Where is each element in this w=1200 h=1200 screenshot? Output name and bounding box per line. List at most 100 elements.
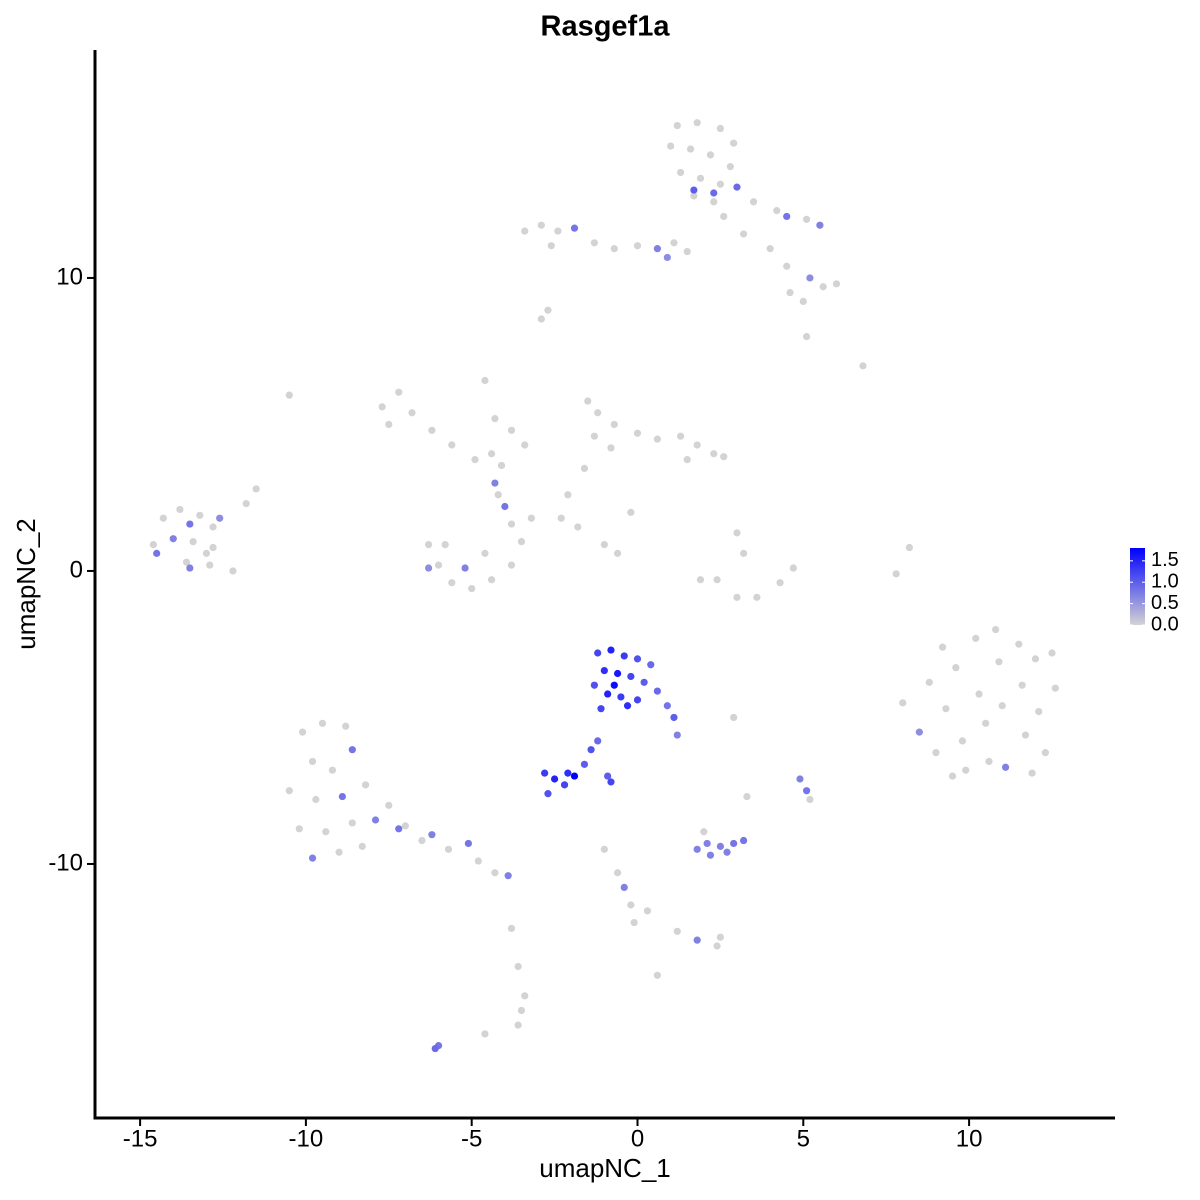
cell-point: [544, 306, 552, 314]
cell-point: [385, 420, 393, 429]
cell-point: [209, 523, 217, 531]
x-tick-label: 0: [631, 1125, 644, 1152]
cell-point: [514, 962, 522, 971]
cell-point: [607, 444, 615, 452]
cell-point: [693, 119, 701, 127]
cell-point: [428, 426, 436, 434]
cell-point: [590, 432, 598, 440]
cell-point: [610, 420, 618, 429]
cell-point: [716, 933, 724, 941]
cell-point: [308, 757, 317, 766]
cell-point: [710, 450, 718, 458]
cell-point: [653, 971, 661, 979]
cell-point: [1001, 763, 1010, 771]
cell-point: [667, 142, 675, 150]
cell-point: [547, 242, 555, 250]
cell-point: [733, 529, 741, 537]
cell-point: [285, 787, 293, 795]
cell-point: [481, 376, 489, 385]
cell-point: [507, 924, 516, 933]
cell-point: [773, 206, 781, 215]
cell-point: [252, 485, 260, 493]
cell-point: [730, 139, 738, 147]
y-tick-label: -10: [48, 849, 83, 876]
cell-point: [1031, 655, 1040, 663]
colorbar: [1130, 548, 1145, 625]
cell-point: [428, 831, 436, 839]
cell-point: [673, 731, 681, 739]
cell-point: [418, 836, 426, 845]
cell-point: [716, 842, 724, 850]
cell-point: [630, 918, 638, 927]
cell-point: [938, 643, 947, 651]
cell-point: [594, 737, 602, 745]
cell-point: [570, 224, 579, 232]
cell-point: [663, 702, 671, 710]
cell-point: [720, 453, 728, 461]
cell-point: [647, 661, 655, 669]
cell-point: [663, 253, 671, 262]
cell-point: [693, 441, 701, 449]
cell-point: [587, 746, 595, 754]
cell-point: [169, 535, 177, 543]
cell-point: [448, 441, 456, 449]
cell-point: [564, 769, 572, 777]
cell-point: [441, 540, 449, 549]
cell-point: [431, 1044, 439, 1053]
cell-point: [789, 564, 797, 572]
cell-point: [481, 1030, 489, 1038]
cell-point: [1041, 749, 1049, 757]
cell-point: [623, 702, 632, 710]
cell-point: [690, 192, 698, 200]
cell-point: [335, 848, 343, 856]
cell-point: [753, 593, 761, 601]
cell-point: [892, 570, 900, 578]
cell-point: [776, 579, 784, 587]
cell-point: [677, 168, 685, 177]
cell-point: [308, 854, 317, 862]
cell-point: [740, 836, 748, 845]
cell-point: [358, 842, 366, 850]
cell-point: [504, 872, 512, 880]
cell-point: [395, 825, 403, 833]
cell-point: [653, 687, 661, 695]
cell-point: [444, 845, 453, 853]
cell-point: [693, 936, 701, 944]
cell-point: [806, 274, 814, 282]
cell-point: [620, 652, 628, 660]
cell-point: [527, 514, 535, 522]
cell-point: [925, 678, 933, 686]
cell-point: [448, 579, 456, 587]
cell-point: [723, 848, 731, 856]
cell-point: [972, 634, 980, 642]
x-tick-label: -5: [461, 1125, 482, 1152]
cell-point: [322, 828, 330, 836]
cell-point: [696, 174, 705, 182]
cell-point: [202, 549, 211, 557]
cell-point: [285, 391, 293, 399]
cell-point: [408, 409, 416, 417]
cell-point: [643, 907, 652, 915]
cell-point: [710, 198, 718, 206]
colorbar-label: 1.5: [1151, 549, 1179, 571]
cell-point: [461, 564, 469, 572]
cell-point: [597, 705, 605, 713]
cell-point: [706, 851, 715, 859]
cell-point: [149, 540, 157, 549]
cell-point: [206, 561, 214, 569]
cell-point: [242, 499, 250, 508]
x-axis-title: umapNC_1: [539, 1153, 671, 1183]
cell-point: [633, 655, 642, 663]
cell-point: [696, 576, 705, 584]
cell-point: [633, 429, 642, 437]
cell-point: [766, 245, 774, 253]
cell-point: [491, 414, 499, 423]
cell-point: [677, 432, 685, 440]
cell-point: [487, 576, 496, 584]
cell-point: [464, 839, 472, 848]
cell-point: [378, 403, 386, 411]
cell-point: [1048, 649, 1056, 657]
y-tick-label: 0: [70, 556, 83, 583]
cell-point: [706, 151, 715, 159]
cell-point: [617, 693, 625, 701]
